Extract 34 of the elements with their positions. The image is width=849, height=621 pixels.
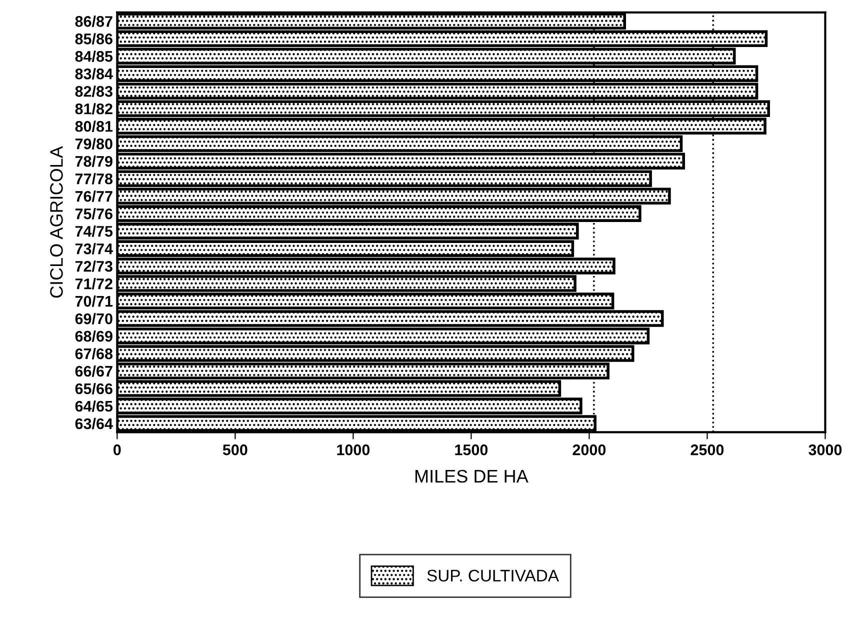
y-tick-label: 69/70 [75,312,112,324]
y-tick-label: 70/71 [75,295,113,307]
y-tick-label: 86/87 [75,16,112,28]
x-tick-label: 0 [114,444,121,456]
y-tick-label: 74/75 [75,226,113,237]
y-tick-label: 73/74 [75,243,113,254]
x-tick-label: 1500 [455,444,488,456]
y-tick-label: 80/81 [75,120,113,132]
y-tick-label: 68/69 [75,330,112,342]
x-axis-title: MILES DE HA [415,470,528,483]
y-tick-label: 79/80 [75,138,112,150]
y-tick-label: 63/64 [75,418,113,430]
x-tick-label: 2500 [690,444,724,456]
y-tick-label: 75/76 [75,208,112,220]
y-tick-label: 77/78 [75,173,113,184]
y-tick-label: 76/77 [75,190,112,202]
y-tick-label: 85/86 [75,33,112,44]
y-tick-label: 84/85 [75,50,113,62]
x-tick-label: 2000 [572,444,606,456]
y-tick-label: 65/66 [75,382,112,394]
x-tick-label: 1000 [337,444,370,456]
y-tick-label: 67/68 [75,348,113,360]
y-tick-label: 78/79 [75,156,112,167]
x-tick-label: 3000 [808,444,842,456]
y-tick-label: 83/84 [75,68,113,80]
y-tick-label: 72/73 [75,260,112,272]
legend-label: SUP. CULTIVADA [427,570,559,582]
y-tick-label: 71/72 [75,278,112,290]
y-axis-title: CICLO AGRICOLA [50,146,63,298]
y-tick-label: 82/83 [75,86,112,97]
y-tick-label: 64/65 [75,400,113,412]
y-tick-label: 81/82 [75,103,112,114]
x-tick-label: 500 [222,444,248,456]
y-tick-label: 66/67 [75,365,112,377]
